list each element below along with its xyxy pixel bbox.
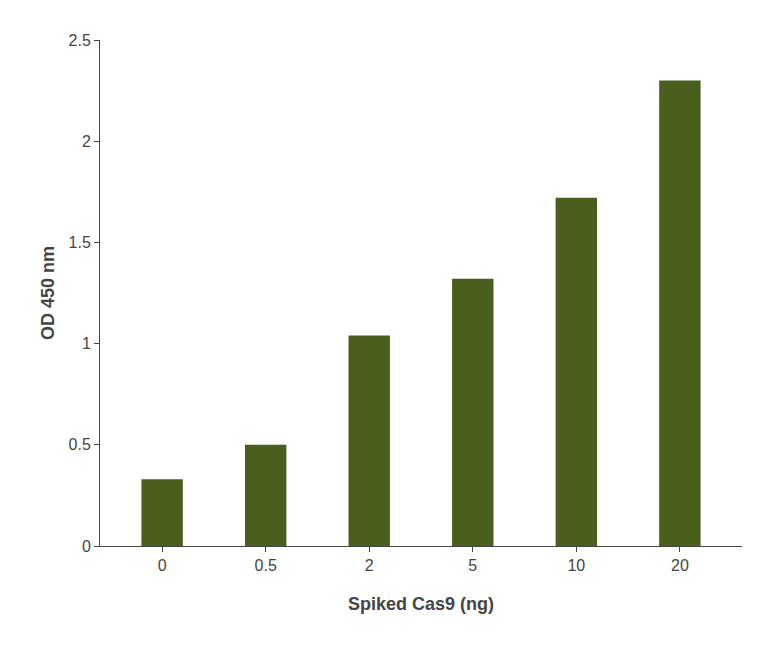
- svg-text:0.5: 0.5: [69, 436, 91, 453]
- svg-text:1.5: 1.5: [69, 234, 91, 251]
- svg-text:20: 20: [671, 557, 689, 574]
- svg-text:10: 10: [567, 557, 585, 574]
- svg-text:1: 1: [82, 335, 91, 352]
- svg-text:2: 2: [365, 557, 374, 574]
- svg-text:Spiked Cas9 (ng): Spiked Cas9 (ng): [348, 594, 494, 614]
- svg-text:OD 450 nm: OD 450 nm: [38, 246, 58, 340]
- svg-text:5: 5: [468, 557, 477, 574]
- svg-text:0.5: 0.5: [255, 557, 277, 574]
- svg-text:0: 0: [158, 557, 167, 574]
- svg-text:0: 0: [82, 538, 91, 555]
- svg-text:2.5: 2.5: [69, 32, 91, 49]
- svg-text:2: 2: [82, 133, 91, 150]
